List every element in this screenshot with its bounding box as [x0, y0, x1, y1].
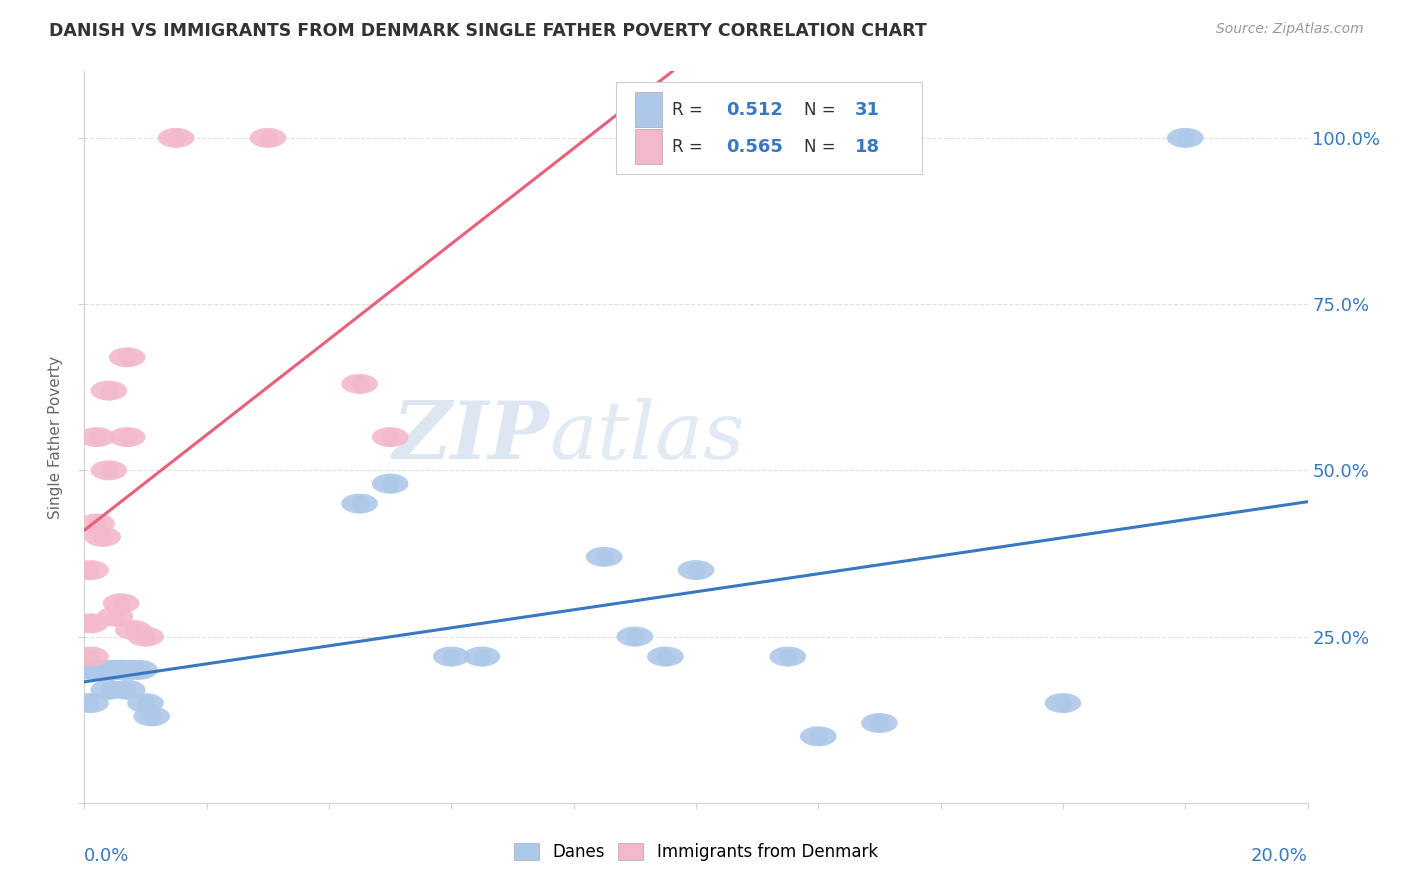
Ellipse shape — [84, 660, 121, 680]
Text: R =: R = — [672, 101, 707, 119]
Ellipse shape — [103, 593, 139, 614]
Ellipse shape — [678, 560, 714, 580]
Ellipse shape — [72, 693, 108, 713]
Ellipse shape — [371, 427, 409, 447]
FancyBboxPatch shape — [616, 82, 922, 174]
Ellipse shape — [616, 626, 654, 647]
Ellipse shape — [769, 647, 806, 666]
Text: 18: 18 — [855, 137, 880, 155]
Ellipse shape — [249, 128, 287, 148]
Ellipse shape — [342, 493, 378, 514]
Ellipse shape — [72, 614, 108, 633]
Ellipse shape — [127, 626, 165, 647]
Y-axis label: Single Father Poverty: Single Father Poverty — [48, 356, 63, 518]
Ellipse shape — [79, 427, 115, 447]
Text: N =: N = — [804, 101, 841, 119]
Ellipse shape — [90, 660, 127, 680]
Ellipse shape — [1045, 693, 1081, 713]
Ellipse shape — [79, 660, 115, 680]
Ellipse shape — [84, 660, 121, 680]
Ellipse shape — [464, 647, 501, 666]
Ellipse shape — [157, 128, 194, 148]
Text: DANISH VS IMMIGRANTS FROM DENMARK SINGLE FATHER POVERTY CORRELATION CHART: DANISH VS IMMIGRANTS FROM DENMARK SINGLE… — [49, 22, 927, 40]
Text: Source: ZipAtlas.com: Source: ZipAtlas.com — [1216, 22, 1364, 37]
Ellipse shape — [97, 607, 134, 626]
Legend: Danes, Immigrants from Denmark: Danes, Immigrants from Denmark — [508, 836, 884, 868]
Ellipse shape — [103, 660, 139, 680]
Ellipse shape — [72, 560, 108, 580]
Text: 20.0%: 20.0% — [1251, 847, 1308, 864]
Ellipse shape — [90, 680, 127, 699]
Text: 0.0%: 0.0% — [84, 847, 129, 864]
Ellipse shape — [103, 660, 139, 680]
FancyBboxPatch shape — [636, 92, 662, 127]
Text: atlas: atlas — [550, 399, 745, 475]
Ellipse shape — [108, 427, 146, 447]
Text: 31: 31 — [855, 101, 880, 119]
Text: ZIP: ZIP — [392, 399, 550, 475]
Text: R =: R = — [672, 137, 707, 155]
Text: 0.512: 0.512 — [727, 101, 783, 119]
Ellipse shape — [79, 660, 115, 680]
Ellipse shape — [108, 347, 146, 368]
Ellipse shape — [342, 374, 378, 394]
Ellipse shape — [1167, 128, 1204, 148]
Ellipse shape — [115, 660, 152, 680]
Ellipse shape — [371, 474, 409, 493]
FancyBboxPatch shape — [636, 129, 662, 164]
Ellipse shape — [72, 647, 108, 666]
Ellipse shape — [127, 693, 165, 713]
Ellipse shape — [433, 647, 470, 666]
Text: 0.565: 0.565 — [727, 137, 783, 155]
Ellipse shape — [90, 460, 127, 480]
Ellipse shape — [72, 660, 108, 680]
Ellipse shape — [108, 660, 146, 680]
Ellipse shape — [79, 514, 115, 533]
Ellipse shape — [115, 620, 152, 640]
Ellipse shape — [860, 713, 898, 733]
Ellipse shape — [800, 726, 837, 747]
Ellipse shape — [97, 660, 134, 680]
Ellipse shape — [108, 680, 146, 699]
Ellipse shape — [90, 381, 127, 401]
Ellipse shape — [647, 647, 683, 666]
Ellipse shape — [121, 660, 157, 680]
Ellipse shape — [134, 706, 170, 726]
Ellipse shape — [97, 660, 134, 680]
Text: N =: N = — [804, 137, 841, 155]
Ellipse shape — [586, 547, 623, 566]
Ellipse shape — [84, 527, 121, 547]
